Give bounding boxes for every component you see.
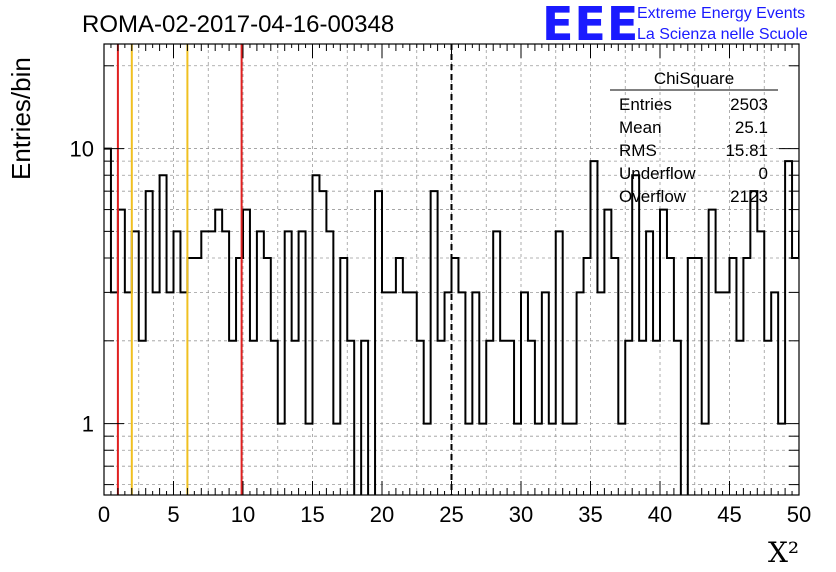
y-tick-labels: 1 10 — [70, 137, 94, 437]
stats-label-overflow: Overflow — [619, 187, 687, 206]
x-tick-label: 50 — [787, 502, 811, 527]
x-tick-label: 40 — [648, 502, 672, 527]
y-tick-label: 1 — [82, 412, 94, 437]
x-tick-label: 15 — [300, 502, 324, 527]
x-tick-label: 35 — [578, 502, 602, 527]
logo-line-2: La Scienza nelle Scuole — [637, 26, 808, 43]
stats-label-rms: RMS — [619, 141, 657, 160]
chart-title: ROMA-02-2017-04-16-00348 — [82, 11, 394, 38]
x-tick-label: 45 — [717, 502, 741, 527]
x-tick-label: 30 — [509, 502, 533, 527]
stats-label-mean: Mean — [619, 118, 662, 137]
stats-label-entries: Entries — [619, 95, 672, 114]
x-tick-label: 10 — [231, 502, 255, 527]
y-tick-label: 10 — [70, 137, 94, 162]
x-tick-label: 5 — [167, 502, 179, 527]
marker-lines — [116, 44, 453, 495]
stats-value-overflow: 2123 — [730, 187, 768, 206]
logo-line-1: Extreme Energy Events — [637, 5, 805, 22]
stats-value-rms: 15.81 — [725, 141, 768, 160]
x-axis-label: X² — [768, 536, 799, 569]
axis-ticks — [103, 44, 800, 495]
stats-box: ChiSquare Entries 2503 Mean 25.1 RMS 15.… — [610, 69, 778, 206]
x-tick-label: 20 — [370, 502, 394, 527]
stats-value-mean: 25.1 — [735, 118, 768, 137]
eee-logo: EEE Extreme Energy Events La Scienza nel… — [542, 0, 808, 51]
histogram-outline — [104, 147, 799, 495]
stats-value-entries: 2503 — [730, 95, 768, 114]
x-tick-label: 0 — [98, 502, 110, 527]
x-tick-labels: 0 5 10 15 20 25 30 35 40 45 50 — [98, 502, 811, 527]
stats-label-underflow: Underflow — [619, 164, 696, 183]
x-tick-label: 25 — [439, 502, 463, 527]
y-axis-label: Entries/bin — [6, 57, 36, 180]
histogram-bars — [104, 147, 799, 495]
stats-title: ChiSquare — [654, 69, 734, 88]
stats-value-underflow: 0 — [759, 164, 768, 183]
logo-mark: EEE — [542, 0, 639, 51]
